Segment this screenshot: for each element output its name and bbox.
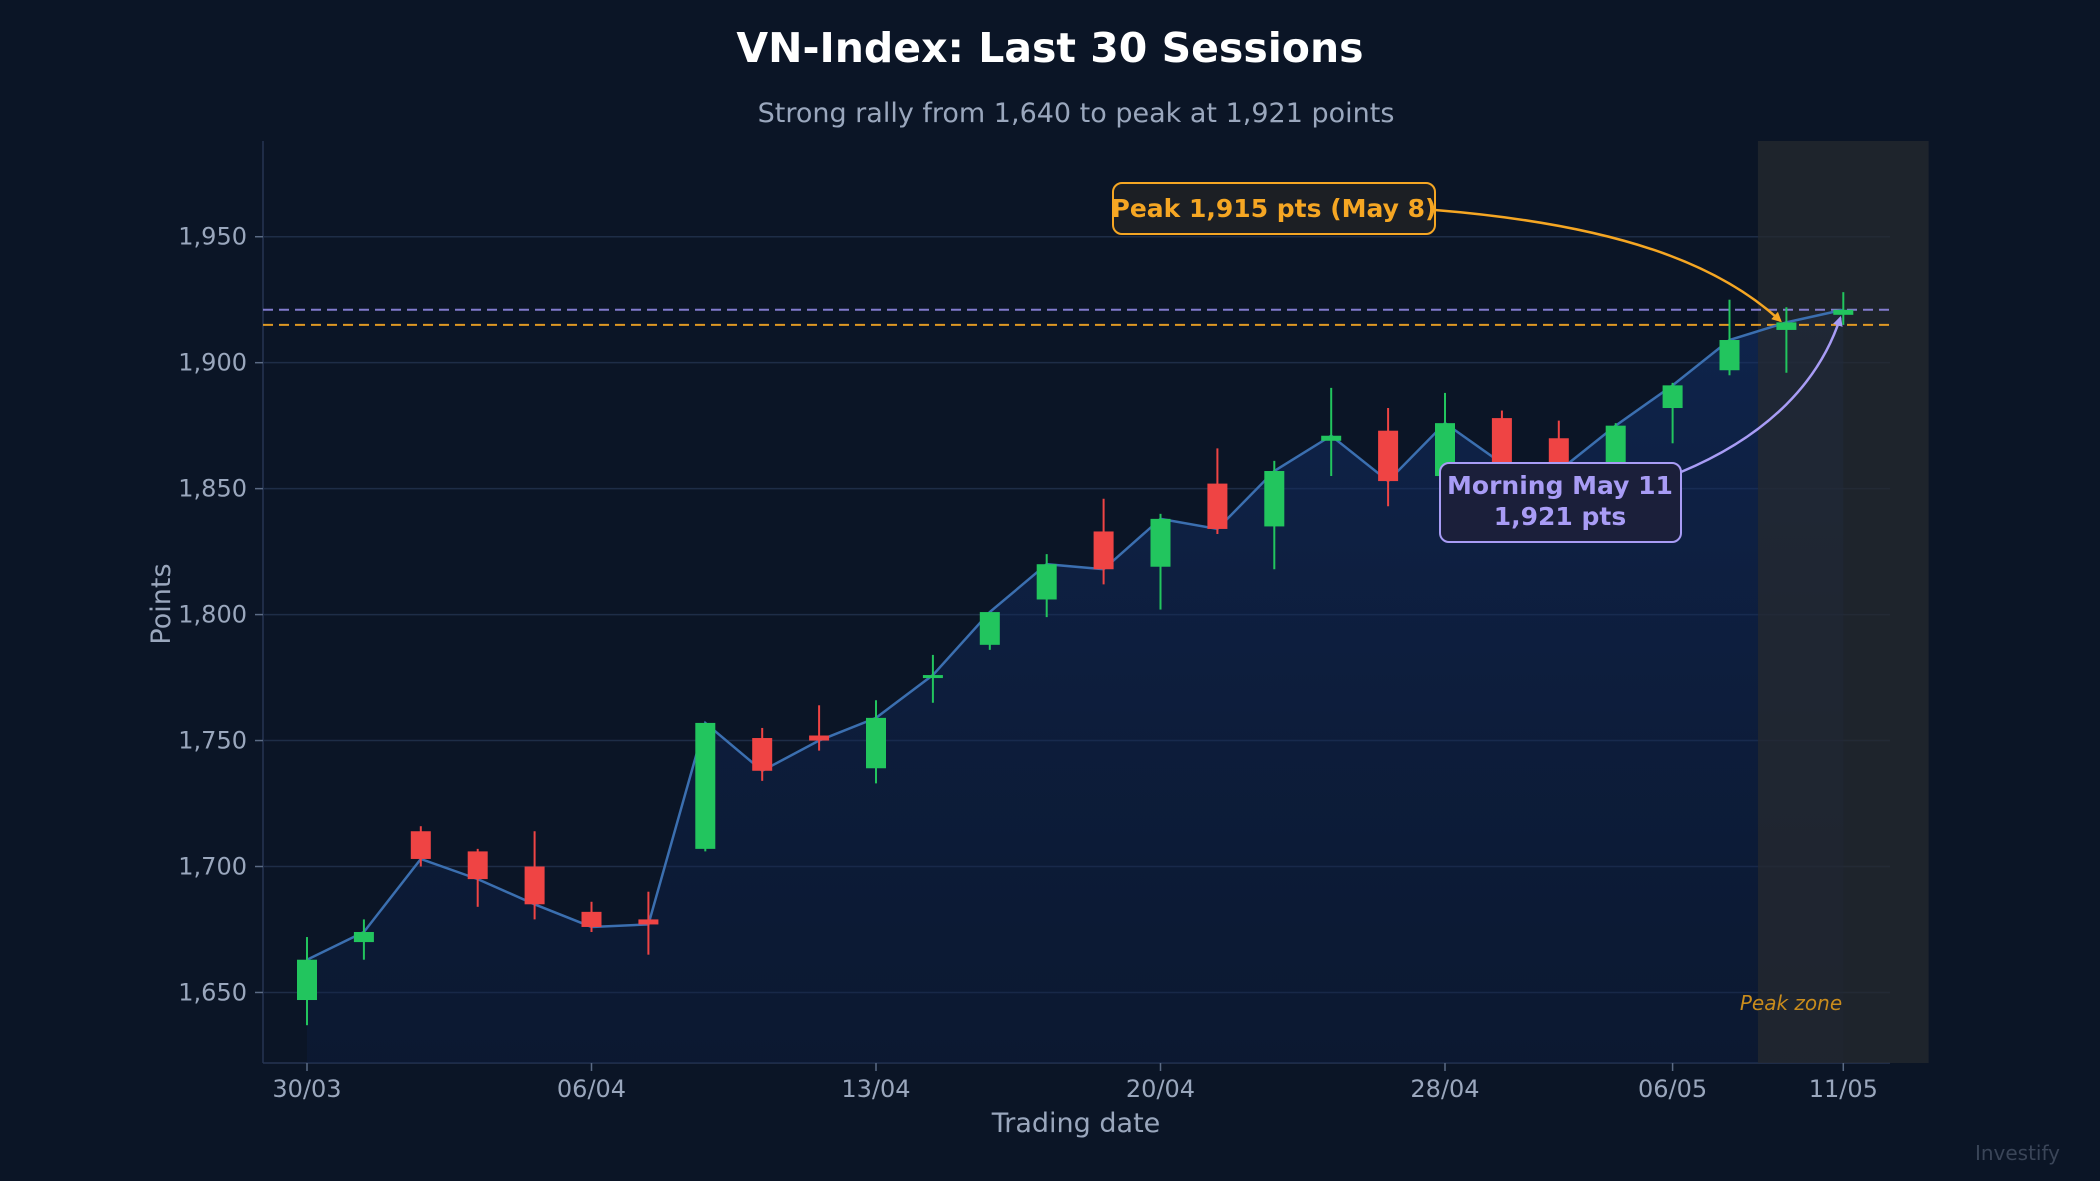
candle (922, 654, 943, 703)
candle-body (1036, 564, 1057, 600)
candle (1378, 408, 1399, 507)
candle (1719, 299, 1740, 376)
peak-annotation-arrow (1434, 208, 1782, 323)
peak-zone-label: Peak zone (1740, 991, 1842, 1015)
chart-subtitle: Strong rally from 1,640 to peak at 1,921… (757, 98, 1395, 129)
y-tick-label: 1,900 (178, 349, 247, 377)
candle-body (1491, 418, 1512, 464)
latest-annotation-line2: 1,921 pts (1494, 502, 1627, 531)
latest-annotation-arrow (1680, 315, 1843, 474)
candle-body (410, 831, 431, 859)
candle-body (581, 911, 602, 927)
x-tick-label: 30/03 (272, 1075, 341, 1103)
candle-body (1321, 435, 1342, 441)
candle-body (752, 738, 773, 771)
candle (1264, 460, 1285, 570)
candle-body (1093, 531, 1114, 570)
candle (866, 700, 886, 784)
candle-body (1150, 518, 1171, 567)
y-tick-label: 1,650 (178, 978, 247, 1006)
x-tick-label: 06/05 (1638, 1075, 1707, 1103)
candle (979, 612, 1000, 650)
candle (581, 901, 602, 933)
x-tick-label: 06/04 (557, 1075, 626, 1103)
candle (638, 891, 659, 955)
y-tick-label: 1,750 (178, 727, 247, 755)
x-tick-label: 11/05 (1809, 1075, 1878, 1103)
candle (695, 722, 716, 852)
candle-body (297, 959, 317, 1001)
candle (297, 937, 317, 1026)
candle (467, 848, 488, 907)
close-price-line (306, 308, 1844, 961)
candle (809, 705, 830, 751)
candle (524, 831, 545, 920)
candle (410, 826, 431, 867)
y-tick-label: 1,800 (178, 601, 247, 629)
candle (1150, 513, 1171, 610)
y-axis-label: Points (146, 563, 177, 644)
candle-body (1776, 322, 1797, 330)
candle (1833, 292, 1854, 325)
watermark: Investify (1974, 1141, 2060, 1165)
candle-body (695, 722, 716, 849)
candle (1321, 387, 1342, 477)
candle (1036, 554, 1057, 618)
area-fill (307, 309, 1844, 1063)
x-axis-label: Trading date (991, 1108, 1161, 1139)
candle (353, 919, 374, 960)
candle-body (979, 612, 1000, 645)
x-tick-label: 13/04 (841, 1075, 910, 1103)
latest-annotation-box (1439, 462, 1682, 543)
y-tick-label: 1,950 (178, 223, 247, 251)
candle-body (1207, 483, 1228, 529)
candle-body (638, 919, 659, 925)
y-tick-label: 1,850 (178, 475, 247, 503)
peak-annotation-text: Peak 1,915 pts (May 8) (1112, 194, 1437, 223)
candle-body (866, 717, 886, 769)
candle-body (1662, 385, 1683, 409)
candle-body (467, 851, 488, 880)
x-tick-label: 20/04 (1126, 1075, 1195, 1103)
candle-body (1833, 309, 1854, 315)
candle-body (1605, 425, 1626, 469)
candle-body (353, 932, 374, 943)
candle-body (1378, 430, 1399, 482)
peak-annotation-box (1112, 182, 1436, 235)
candle-body (524, 866, 545, 905)
x-tick-label: 28/04 (1410, 1075, 1479, 1103)
candle-body (922, 675, 943, 679)
candle-body (809, 735, 830, 741)
chart-title: VN-Index: Last 30 Sessions (736, 24, 1364, 72)
candle (752, 727, 773, 781)
candle (1662, 382, 1683, 444)
candle (1776, 307, 1797, 373)
candle (1207, 448, 1228, 534)
y-tick-label: 1,700 (178, 853, 247, 881)
candle-body (1719, 340, 1740, 371)
latest-annotation-line1: Morning May 11 (1447, 471, 1673, 500)
candle (1093, 498, 1114, 585)
candle-body (1264, 471, 1285, 527)
peak-zone-shade (1757, 141, 1929, 1063)
